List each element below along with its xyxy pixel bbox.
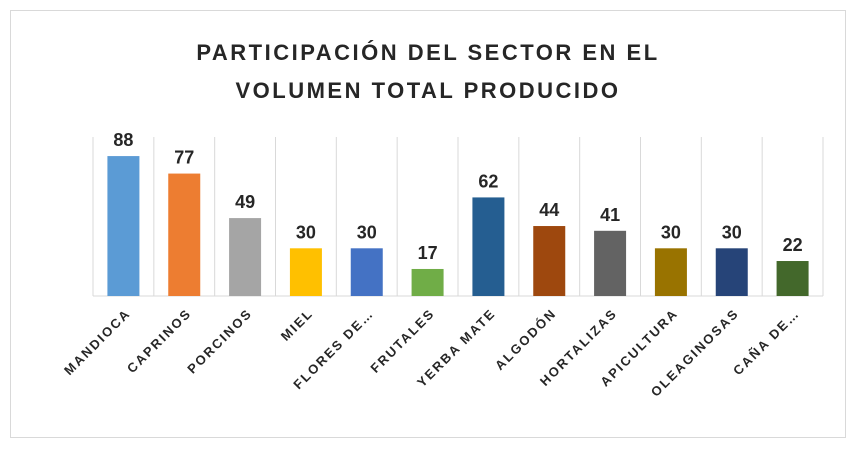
data-label: 62 (478, 171, 498, 191)
bar (594, 230, 627, 296)
x-tick-label: PORCINOS (184, 306, 255, 377)
data-label: 41 (600, 205, 620, 225)
data-label: 30 (722, 222, 742, 242)
bar (472, 197, 505, 296)
bar (776, 261, 809, 296)
data-label: 17 (418, 243, 438, 263)
bar (168, 173, 201, 296)
bar (289, 248, 322, 296)
chart-title: PARTICIPACIÓN DEL SECTOR EN EL VOLUMEN T… (196, 40, 660, 103)
bar (107, 156, 140, 296)
data-label: 77 (174, 148, 194, 168)
data-label: 30 (661, 222, 681, 242)
chart-frame (10, 10, 846, 438)
bar (350, 248, 383, 296)
data-label: 88 (113, 130, 133, 150)
data-label: 30 (357, 222, 377, 242)
data-label: 49 (235, 192, 255, 212)
bar (229, 218, 262, 296)
bar (533, 226, 566, 296)
x-tick-label: ALGODÓN (492, 306, 559, 373)
data-label: 44 (539, 200, 559, 220)
x-tick-label: MIEL (278, 306, 316, 344)
bar (411, 268, 444, 296)
data-label: 30 (296, 222, 316, 242)
data-label: 22 (783, 235, 803, 255)
bar (654, 248, 687, 296)
x-tick-label: MANDIOCA (61, 306, 133, 378)
bar (715, 248, 748, 296)
